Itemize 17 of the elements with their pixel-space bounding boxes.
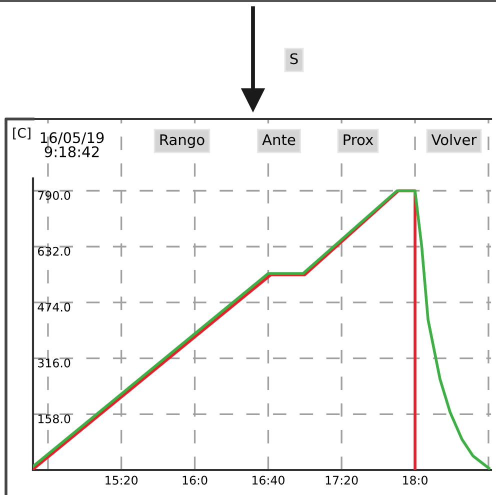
y-tick-label: 632.0 [38,246,70,256]
y-tick-label: 316.0 [38,358,70,368]
text: S [290,53,298,64]
x-tick-label: 16:0 [182,476,208,485]
x-tick-label: 15:20 [106,476,138,485]
annotation: Ante [262,134,296,146]
x-tick-label: 17:20 [326,476,358,485]
x-tick-label: 16:40 [252,476,284,485]
annotation: Prox [344,134,374,146]
y-tick-label: 158.0 [38,414,70,424]
x-tick-label: 18:0 [403,476,428,485]
text: [C] [13,128,30,140]
y-tick-label: 790.0 [38,190,70,200]
annotation: Volver [431,134,477,146]
y-tick-label: 474.0 [38,302,70,312]
annotation: 16/05/19 9:18:42 [40,132,104,158]
annotation: Rango [160,134,204,148]
